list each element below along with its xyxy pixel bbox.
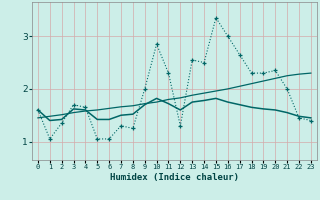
- X-axis label: Humidex (Indice chaleur): Humidex (Indice chaleur): [110, 173, 239, 182]
